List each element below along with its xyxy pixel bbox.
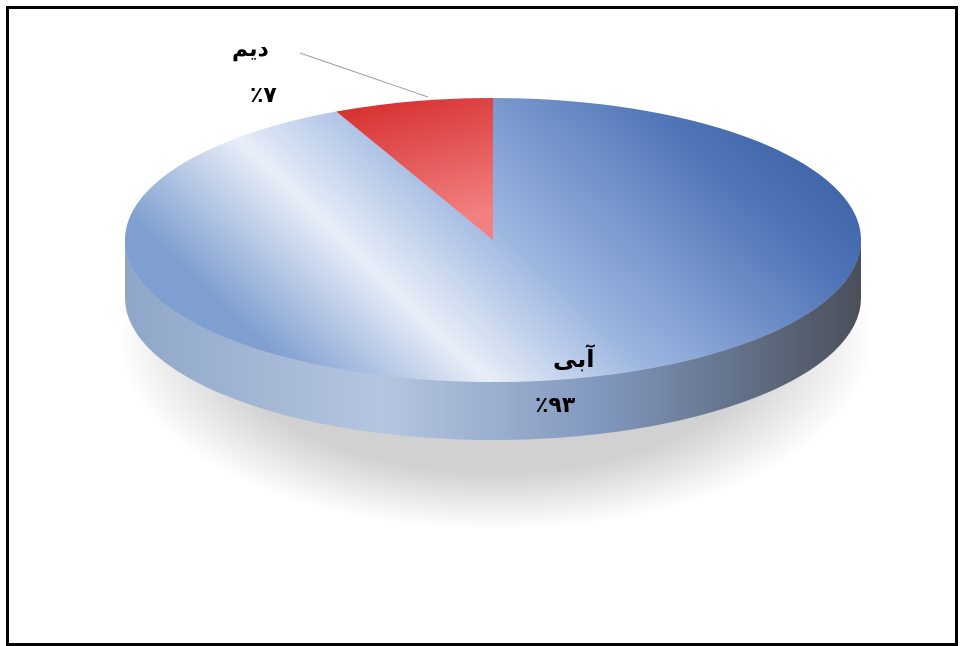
slice-value-deim: ٪۷ <box>250 83 277 108</box>
pie-side-wall <box>125 240 861 440</box>
slice-label-abi: آبی <box>553 345 595 373</box>
pie-slice-abi <box>124 98 862 382</box>
slice-label-deim: دیم <box>232 37 269 62</box>
slice-value-abi: ٪۹۳ <box>535 393 576 418</box>
leader-line-deim <box>299 52 429 98</box>
pie-slice-deim <box>336 98 493 240</box>
